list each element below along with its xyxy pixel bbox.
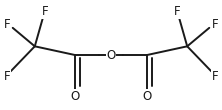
Text: F: F [174, 5, 180, 18]
Text: O: O [143, 90, 152, 103]
Text: F: F [3, 70, 10, 83]
Text: F: F [3, 18, 10, 31]
Text: F: F [212, 18, 219, 31]
Text: F: F [212, 70, 219, 83]
Text: F: F [42, 5, 48, 18]
Text: O: O [70, 90, 79, 103]
Text: O: O [106, 49, 116, 61]
